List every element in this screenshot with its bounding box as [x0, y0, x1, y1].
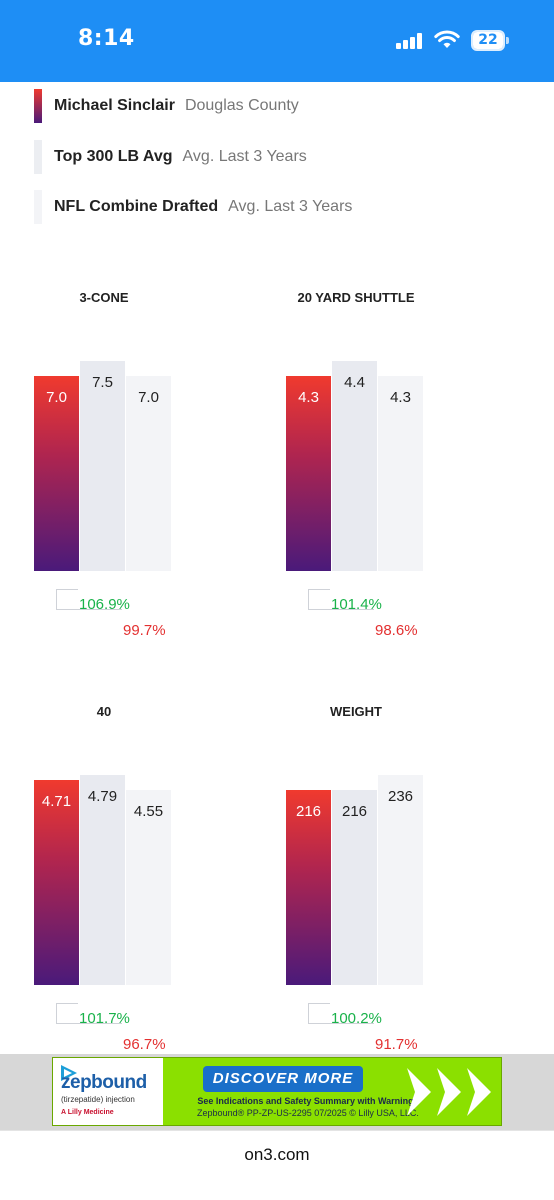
cellular-signal-icon — [396, 33, 422, 49]
legend-item-player: Michael Sinclair Douglas County — [34, 89, 299, 123]
legend-desc: Avg. Last 3 Years — [228, 198, 353, 215]
comparison-top300-pct: 100.2% — [331, 1010, 382, 1027]
bar-nfl-combine: 4.55 — [126, 790, 171, 985]
bar-michael-sinclair: 4.71 — [34, 780, 79, 985]
bar-michael-sinclair: 4.3 — [286, 376, 331, 571]
bar-value-label: 7.0 — [46, 389, 67, 406]
comparison-nfl-pct: 99.7% — [123, 622, 166, 639]
bar-value-label: 4.4 — [344, 374, 365, 391]
zepbound-logo-icon — [61, 1065, 77, 1081]
bar-value-label: 216 — [295, 803, 322, 820]
comparison-nfl-pct: 96.7% — [123, 1036, 166, 1053]
battery-level: 22 — [478, 32, 498, 48]
legend-name: NFL Combine Drafted — [54, 198, 219, 215]
url-text: on3.com — [244, 1145, 310, 1164]
status-bar: 8:14 22 — [0, 0, 554, 82]
legend-swatch — [34, 89, 42, 123]
ad-banner-area: zepbound (tirzepatide) injection A Lilly… — [0, 1054, 554, 1130]
bar-value-label: 4.71 — [41, 793, 72, 810]
chart-title: 20 YARD SHUTTLE — [297, 290, 415, 305]
chart-title: 3-CONE — [79, 290, 129, 305]
bar-value-label: 7.5 — [92, 374, 113, 391]
comparison-connector — [308, 589, 330, 609]
ad-safety-link[interactable]: See Indications and Safety Summary with … — [197, 1096, 419, 1106]
chart-title: WEIGHT — [330, 704, 382, 719]
bar-top300-avg: 7.5 — [80, 361, 125, 571]
comparison-top300-pct: 101.7% — [79, 1010, 130, 1027]
comparison-connector — [56, 1003, 78, 1023]
legend-item-top300: Top 300 LB Avg Avg. Last 3 Years — [34, 140, 307, 174]
legend-item-nfl: NFL Combine Drafted Avg. Last 3 Years — [34, 190, 352, 224]
comparison-connector — [56, 1023, 122, 1024]
legend-desc: Avg. Last 3 Years — [182, 148, 307, 165]
comparison-top300-pct: 106.9% — [79, 596, 130, 613]
comparison-nfl-pct: 98.6% — [375, 622, 418, 639]
comparison-connector — [308, 1023, 374, 1024]
bar-michael-sinclair: 7.0 — [34, 376, 79, 571]
bar-michael-sinclair: 216 — [286, 790, 331, 985]
bar-value-label: 4.79 — [87, 788, 118, 805]
comparison-connector — [308, 609, 374, 610]
chart-title: 40 — [96, 704, 112, 719]
bar-top300-avg: 216 — [332, 790, 377, 985]
bar-top300-avg: 4.79 — [80, 775, 125, 985]
bar-value-label: 4.3 — [298, 389, 319, 406]
battery-icon: 22 — [471, 30, 509, 51]
ad-maker: A Lilly Medicine — [61, 1109, 114, 1116]
comparison-nfl-pct: 91.7% — [375, 1036, 418, 1053]
legend-name: Michael Sinclair — [54, 97, 175, 114]
discover-more-button[interactable]: DISCOVER MORE — [203, 1066, 363, 1092]
legend-swatch — [34, 190, 42, 224]
ad-brand-sub: (tirzepatide) injection — [61, 1095, 135, 1104]
comparison-connector — [56, 609, 122, 610]
ad-legal-text: Zepbound® PP-ZP-US-2295 07/2025 © Lilly … — [197, 1108, 419, 1118]
status-time: 8:14 — [78, 26, 135, 51]
bar-nfl-combine: 4.3 — [378, 376, 423, 571]
bar-nfl-combine: 7.0 — [126, 376, 171, 571]
browser-url-bar[interactable]: on3.com — [0, 1130, 554, 1200]
comparison-connector — [308, 1003, 330, 1023]
bar-value-label: 236 — [387, 788, 414, 805]
wifi-icon — [434, 30, 460, 48]
comparison-top300-pct: 101.4% — [331, 596, 382, 613]
bar-value-label: 4.55 — [133, 803, 164, 820]
comparison-connector — [56, 589, 78, 609]
bar-value-label: 216 — [341, 803, 368, 820]
ad-logo: zepbound (tirzepatide) injection A Lilly… — [53, 1058, 163, 1125]
legend-swatch — [34, 140, 42, 174]
bar-value-label: 7.0 — [138, 389, 159, 406]
ad-banner[interactable]: zepbound (tirzepatide) injection A Lilly… — [52, 1057, 502, 1126]
legend-name: Top 300 LB Avg — [54, 148, 173, 165]
ad-brand: zepbound — [61, 1072, 147, 1093]
bar-nfl-combine: 236 — [378, 775, 423, 985]
bar-value-label: 4.3 — [390, 389, 411, 406]
legend-desc: Douglas County — [184, 97, 299, 114]
arrows-icon — [407, 1068, 491, 1116]
bar-top300-avg: 4.4 — [332, 361, 377, 571]
